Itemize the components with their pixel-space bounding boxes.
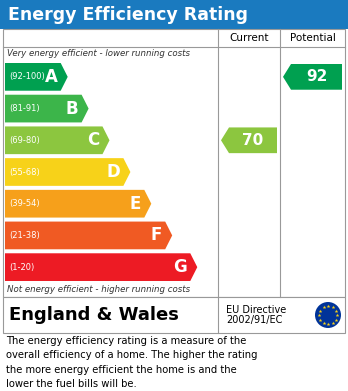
Text: Potential: Potential xyxy=(290,33,335,43)
Polygon shape xyxy=(5,253,197,281)
Text: (21-38): (21-38) xyxy=(9,231,40,240)
Bar xyxy=(3,297,345,333)
Polygon shape xyxy=(5,95,89,122)
Text: F: F xyxy=(151,226,162,244)
Text: (55-68): (55-68) xyxy=(9,167,40,176)
Polygon shape xyxy=(5,126,110,154)
Text: Not energy efficient - higher running costs: Not energy efficient - higher running co… xyxy=(7,285,190,294)
Text: Energy Efficiency Rating: Energy Efficiency Rating xyxy=(8,5,248,23)
Polygon shape xyxy=(5,222,172,249)
Text: 92: 92 xyxy=(306,69,327,84)
Text: The energy efficiency rating is a measure of the
overall efficiency of a home. T: The energy efficiency rating is a measur… xyxy=(6,336,258,389)
Text: (1-20): (1-20) xyxy=(9,263,34,272)
Text: Very energy efficient - lower running costs: Very energy efficient - lower running co… xyxy=(7,50,190,59)
Text: EU Directive: EU Directive xyxy=(226,305,286,315)
Text: Current: Current xyxy=(229,33,269,43)
Bar xyxy=(0,0,348,29)
Text: (81-91): (81-91) xyxy=(9,104,40,113)
Bar xyxy=(3,29,345,297)
Text: (69-80): (69-80) xyxy=(9,136,40,145)
Circle shape xyxy=(315,302,341,328)
Text: A: A xyxy=(45,68,58,86)
Text: C: C xyxy=(87,131,100,149)
Polygon shape xyxy=(5,158,130,186)
Text: G: G xyxy=(174,258,187,276)
Text: (39-54): (39-54) xyxy=(9,199,40,208)
Text: (92-100): (92-100) xyxy=(9,72,45,81)
Text: E: E xyxy=(130,195,141,213)
Text: 70: 70 xyxy=(242,133,264,148)
Text: B: B xyxy=(66,100,79,118)
Polygon shape xyxy=(283,64,342,90)
Text: 2002/91/EC: 2002/91/EC xyxy=(226,315,282,325)
Polygon shape xyxy=(5,190,151,217)
Text: England & Wales: England & Wales xyxy=(9,306,179,324)
Text: D: D xyxy=(106,163,120,181)
Polygon shape xyxy=(221,127,277,153)
Polygon shape xyxy=(5,63,68,91)
